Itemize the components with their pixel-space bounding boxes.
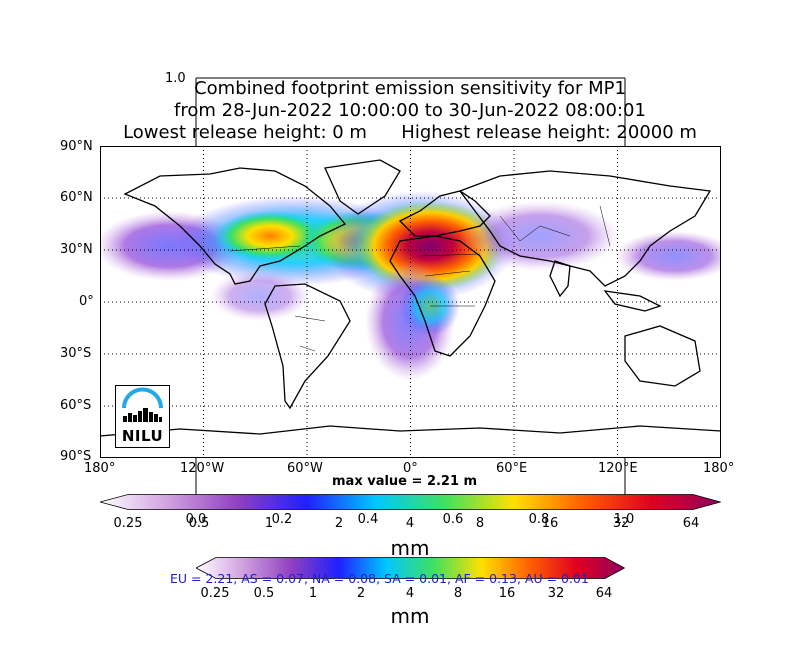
colorbar-gradient <box>100 494 721 510</box>
title-line-1: Combined footprint emission sensitivity … <box>194 78 626 99</box>
cb-sec-tick: 4 <box>405 586 415 601</box>
cb-sec-tick: 0.5 <box>253 586 275 601</box>
lon-label-0: 0° <box>403 461 418 476</box>
cb-main-tick: 1 <box>264 516 274 531</box>
gridlines <box>100 146 721 458</box>
cb-sec-tick: 64 <box>595 586 613 601</box>
title-line-3: Lowest release height: 0 m Highest relea… <box>123 122 697 143</box>
lat-label-30s: 30°S <box>60 346 92 361</box>
cb-main-tick: 4 <box>405 516 415 531</box>
ghost-tick: 0.4 <box>357 512 379 527</box>
cb-main-tick: 0.25 <box>113 516 143 531</box>
cb-main-tick: 2 <box>334 516 344 531</box>
nilu-logo: NILU <box>115 385 170 448</box>
cb-main-tick: 32 <box>612 516 630 531</box>
lon-label-120e: 120°E <box>598 461 638 476</box>
region-summary: EU = 2.21, AS = 0.07, NA = 0.08, SA = 0.… <box>170 571 589 586</box>
cb-sec-tick: 0.25 <box>200 586 230 601</box>
lon-label-120w: 120°W <box>180 461 225 476</box>
lat-label-90n: 90°N <box>60 139 93 154</box>
lon-label-180w: 180° <box>84 461 116 476</box>
colorbar-secondary-units: mm <box>390 604 430 628</box>
map-frame <box>100 146 721 458</box>
cb-main-tick: 8 <box>475 516 485 531</box>
footprint-map <box>100 146 721 458</box>
country-borders <box>229 205 611 352</box>
cb-sec-tick: 16 <box>498 586 516 601</box>
ghost-tick: 0.6 <box>442 512 464 527</box>
colorbar-gradient <box>196 557 625 579</box>
cb-main-tick: 0.5 <box>188 516 210 531</box>
ghost-axis-label: 1.0 <box>165 71 186 86</box>
cb-sec-tick: 2 <box>356 586 366 601</box>
lat-label-90s: 90°S <box>60 449 92 464</box>
nilu-logo-icon <box>122 387 163 422</box>
cb-sec-tick: 1 <box>308 586 318 601</box>
coastlines <box>100 159 721 437</box>
title-line-2: from 28-Jun-2022 10:00:00 to 30-Jun-2022… <box>174 100 646 121</box>
colorbar-main-units: mm <box>390 536 430 560</box>
ghost-tick: 1.0 <box>613 512 635 527</box>
ghost-tick: 0.2 <box>271 512 293 527</box>
max-value-label: max value = 2.21 m <box>332 474 478 489</box>
lat-label-60n: 60°N <box>60 190 93 205</box>
lon-label-60e: 60°E <box>496 461 528 476</box>
ghost-tick: 0.0 <box>185 512 207 527</box>
lon-label-60w: 60°W <box>287 461 323 476</box>
colorbar-secondary <box>196 557 625 579</box>
cb-main-tick: 64 <box>682 516 700 531</box>
nilu-logo-text: NILU <box>121 427 164 445</box>
cb-sec-tick: 8 <box>453 586 463 601</box>
lat-label-0: 0° <box>79 294 94 309</box>
lat-label-30n: 30°N <box>60 242 93 257</box>
cb-sec-tick: 32 <box>547 586 565 601</box>
colorbar-main <box>100 494 721 510</box>
cb-main-tick: 16 <box>541 516 559 531</box>
lat-label-60s: 60°S <box>60 398 92 413</box>
ghost-tick: 0.8 <box>528 512 550 527</box>
lon-label-180e: 180° <box>703 461 735 476</box>
sensitivity-field <box>100 191 721 381</box>
